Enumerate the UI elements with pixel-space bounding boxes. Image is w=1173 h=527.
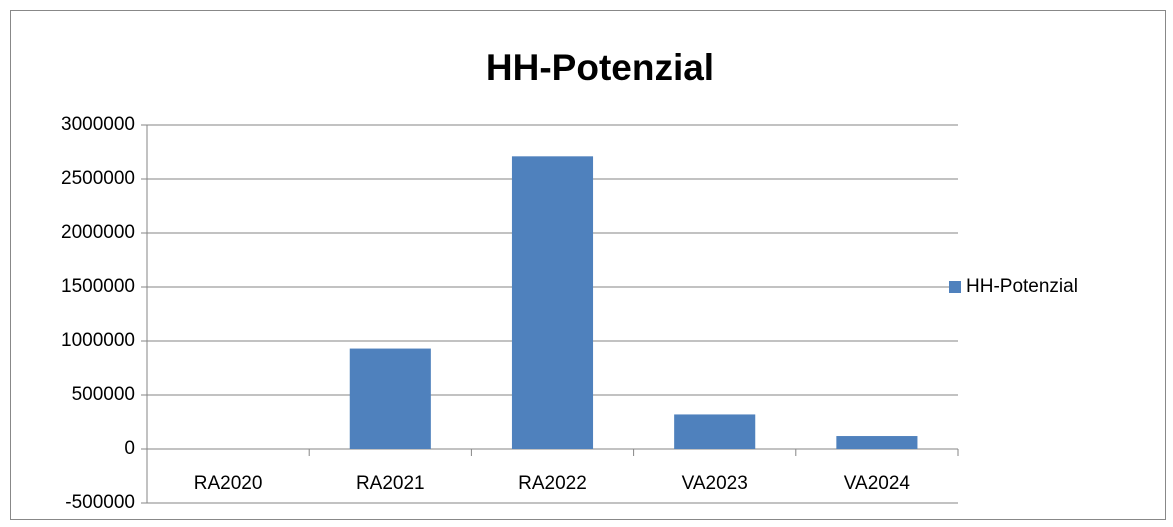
bar: [349, 348, 431, 449]
y-tick-label: -500000: [65, 492, 135, 513]
legend-label: HH-Potenzial: [966, 276, 1078, 297]
y-tick-label: 0: [124, 438, 135, 459]
y-tick-label: 2500000: [61, 168, 135, 189]
bar: [511, 156, 594, 449]
x-tick-label: VA2023: [682, 473, 748, 494]
x-tick-label: RA2020: [194, 473, 263, 494]
y-tick-label: 2000000: [61, 222, 135, 243]
bar: [674, 414, 756, 449]
x-tick-label: VA2024: [844, 473, 911, 494]
x-tick-label: RA2021: [356, 473, 425, 494]
chart-title: HH-Potenzial: [486, 47, 714, 88]
y-tick-label: 1000000: [61, 330, 135, 351]
legend-swatch: [949, 281, 961, 293]
bar: [836, 436, 918, 449]
y-tick-label: 1500000: [61, 276, 135, 297]
x-tick-label: RA2022: [518, 473, 587, 494]
y-tick-label: 500000: [72, 384, 135, 405]
y-tick-label: 3000000: [61, 114, 135, 135]
